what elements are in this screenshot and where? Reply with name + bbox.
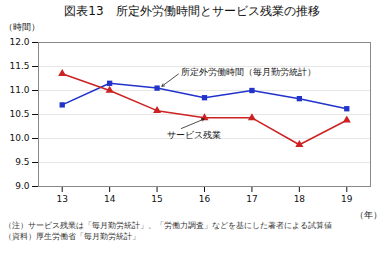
svg-text:17: 17 — [246, 194, 257, 204]
svg-text:サービス残業: サービス残業 — [167, 130, 221, 140]
svg-text:所定外労働時間（毎月勤労統計）: 所定外労働時間（毎月勤労統計） — [181, 67, 316, 77]
svg-text:9.5: 9.5 — [15, 157, 29, 167]
svg-text:14: 14 — [104, 194, 116, 204]
svg-text:12.0: 12.0 — [9, 37, 29, 47]
svg-text:13: 13 — [56, 194, 67, 204]
svg-text:15: 15 — [151, 194, 162, 204]
svg-text:9.0: 9.0 — [15, 181, 30, 191]
html-text:（資料）厚生労働省「毎月勤労統計」: （資料）厚生労働省「毎月勤労統計」 — [4, 232, 140, 241]
svg-text:11.0: 11.0 — [9, 85, 29, 95]
svg-text:（時間）: （時間） — [4, 22, 40, 32]
svg-text:16: 16 — [199, 194, 211, 204]
svg-text:19: 19 — [341, 194, 353, 204]
svg-text:10.0: 10.0 — [9, 133, 29, 143]
svg-text:11.5: 11.5 — [9, 61, 29, 71]
html-text:（注）サービス残業は「毎月勤労統計」、「労働力調査」などを基: （注）サービス残業は「毎月勤労統計」、「労働力調査」などを基にした著者による試算… — [4, 221, 332, 230]
svg-text:18: 18 — [294, 194, 306, 204]
html-text:図表13 所定外労働時間とサービス残業の推移: 図表13 所定外労働時間とサービス残業の推移 — [64, 4, 320, 18]
svg-text:（年）: （年） — [355, 210, 382, 220]
svg-text:10.5: 10.5 — [9, 109, 29, 119]
